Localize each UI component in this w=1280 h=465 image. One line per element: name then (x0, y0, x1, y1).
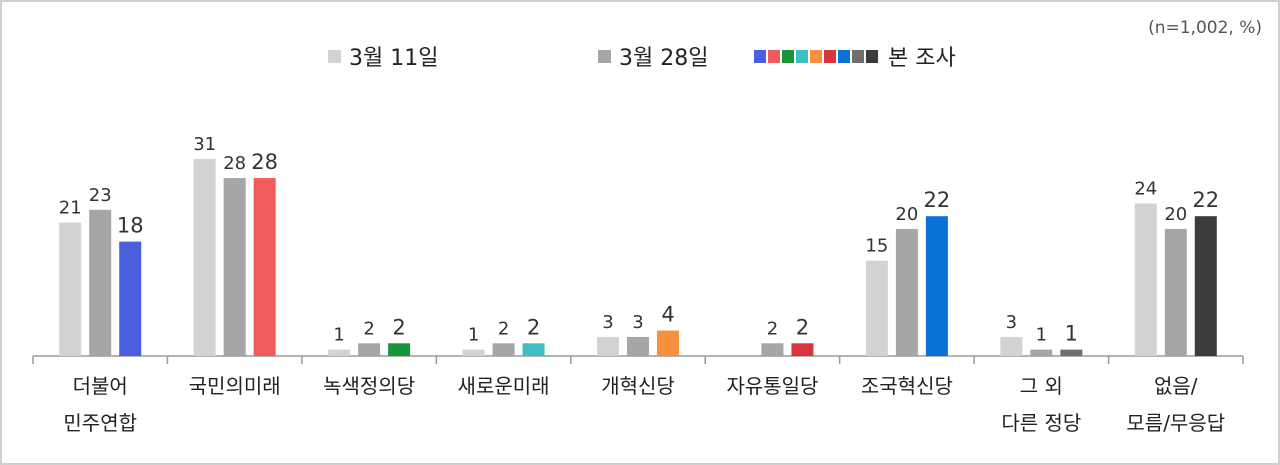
data-label: 3 (632, 312, 643, 333)
bar-s1 (328, 349, 351, 356)
data-label: 2 (767, 318, 778, 339)
data-label: 1 (1065, 322, 1078, 346)
bar-s2 (895, 228, 918, 356)
legend-item-current: 본 조사 (754, 40, 956, 72)
data-label: 31 (193, 134, 216, 155)
category-label: 없음/ (1154, 374, 1198, 398)
category-label: 국민의미래 (189, 374, 281, 398)
bar-s2 (627, 336, 649, 356)
category-label: 자유통일당 (726, 374, 818, 398)
bar-s3 (925, 216, 948, 356)
data-label: 21 (59, 198, 82, 219)
data-label: 3 (602, 312, 613, 333)
data-label: 4 (661, 303, 674, 327)
category-label: 민주연합 (63, 411, 137, 435)
legend-label-mar28: 3월 28일 (619, 46, 709, 71)
bar-s1 (462, 349, 485, 356)
category-label: 모름/무응답 (1126, 411, 1225, 435)
legend-swatch-current-1 (768, 49, 780, 63)
bar-s2 (761, 343, 784, 356)
category-label: 녹색정의당 (323, 374, 415, 398)
bar-s3 (657, 330, 679, 356)
legend-swatch-current-2 (782, 49, 794, 63)
data-label: 2 (363, 318, 374, 339)
data-label: 1 (1036, 325, 1047, 346)
legend-swatch-current-6 (838, 49, 850, 63)
category-label: 더불어 (73, 374, 128, 398)
data-label: 28 (223, 153, 246, 174)
legend-item-mar28: 3월 28일 (598, 40, 708, 72)
bar-s3 (522, 343, 545, 356)
legend-swatch-current-3 (796, 49, 808, 63)
data-label: 20 (1164, 204, 1187, 225)
data-label: 20 (895, 204, 918, 225)
data-label: 15 (865, 236, 888, 257)
data-label: 22 (924, 188, 951, 212)
legend-label-current: 본 조사 (888, 46, 956, 71)
category-label: 다른 정당 (1001, 411, 1081, 435)
category-label: 개혁신당 (601, 374, 675, 398)
bar-s1 (193, 159, 216, 356)
bar-s2 (1030, 349, 1053, 356)
legend-label-mar11: 3월 11일 (349, 46, 439, 71)
bar-s2 (89, 209, 112, 356)
data-label: 2 (796, 315, 809, 339)
bar-s2 (358, 343, 381, 356)
legend-item-mar11: 3월 11일 (328, 40, 438, 72)
data-label: 28 (251, 150, 278, 174)
bar-s1 (59, 222, 82, 356)
bar-s3 (791, 343, 814, 356)
legend-swatch-current-5 (824, 49, 836, 63)
legend-swatch-current-7 (852, 49, 864, 63)
category-label: 조국혁신당 (861, 374, 953, 398)
bar-s2 (492, 343, 515, 356)
data-label: 22 (1192, 188, 1219, 212)
legend-swatch-current (754, 49, 880, 63)
legend-swatch-current-4 (810, 49, 822, 63)
category-label: 그 외 (1020, 374, 1063, 398)
category-label: 새로운미래 (458, 374, 550, 398)
legend-swatch-mar11 (328, 49, 341, 63)
bar-s3 (1060, 349, 1083, 356)
bar-s2 (223, 178, 246, 356)
legend-swatch-current-0 (754, 49, 766, 63)
bar-s2 (1164, 228, 1187, 356)
bar-s1 (1000, 336, 1023, 356)
bar-s3 (253, 178, 276, 356)
data-label: 23 (89, 185, 112, 206)
data-label: 2 (498, 318, 509, 339)
bar-s1 (865, 260, 888, 356)
data-label: 3 (1006, 312, 1017, 333)
data-label: 2 (527, 315, 540, 339)
sample-note: (n=1,002, %) (1148, 18, 1262, 38)
legend-swatch-current-8 (866, 49, 878, 63)
legend-swatch-mar28 (598, 49, 611, 63)
bar-s1 (1134, 203, 1157, 356)
data-label: 1 (333, 325, 344, 346)
data-label: 1 (468, 325, 479, 346)
data-label: 24 (1134, 178, 1157, 199)
data-label: 2 (392, 315, 405, 339)
bar-s3 (388, 343, 411, 356)
bar-s3 (1194, 216, 1217, 356)
bar-s1 (597, 336, 619, 356)
bar-s3 (119, 241, 142, 356)
data-label: 18 (117, 214, 144, 238)
